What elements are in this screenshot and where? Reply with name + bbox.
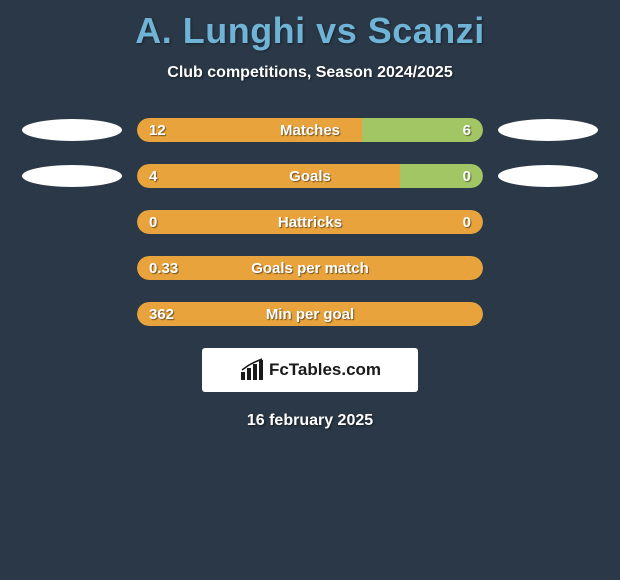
player-left-marker	[22, 165, 122, 187]
stat-label: Goals	[137, 164, 483, 188]
stat-label: Goals per match	[137, 256, 483, 280]
player-right-marker	[498, 165, 598, 187]
page-title: A. Lunghi vs Scanzi	[0, 0, 620, 52]
stat-bar: 126Matches	[137, 118, 483, 142]
stat-bar: 362Min per goal	[137, 302, 483, 326]
stat-row: 126Matches	[0, 118, 620, 142]
stat-row: 362Min per goal	[0, 302, 620, 326]
player-left-marker	[22, 119, 122, 141]
chart-icon	[239, 358, 265, 382]
player-right-marker	[498, 119, 598, 141]
stats-rows: 126Matches 40Goals 00Hattricks 0.33Goals pe…	[0, 118, 620, 326]
stat-row: 00Hattricks	[0, 210, 620, 234]
stat-label: Matches	[137, 118, 483, 142]
stat-label: Min per goal	[137, 302, 483, 326]
subtitle: Club competitions, Season 2024/2025	[0, 64, 620, 82]
date-label: 16 february 2025	[0, 412, 620, 430]
stat-bar: 40Goals	[137, 164, 483, 188]
stat-label: Hattricks	[137, 210, 483, 234]
stat-bar: 00Hattricks	[137, 210, 483, 234]
attribution-badge[interactable]: FcTables.com	[202, 348, 418, 392]
stat-row: 40Goals	[0, 164, 620, 188]
attribution-text: FcTables.com	[269, 360, 381, 380]
stat-bar: 0.33Goals per match	[137, 256, 483, 280]
stat-row: 0.33Goals per match	[0, 256, 620, 280]
